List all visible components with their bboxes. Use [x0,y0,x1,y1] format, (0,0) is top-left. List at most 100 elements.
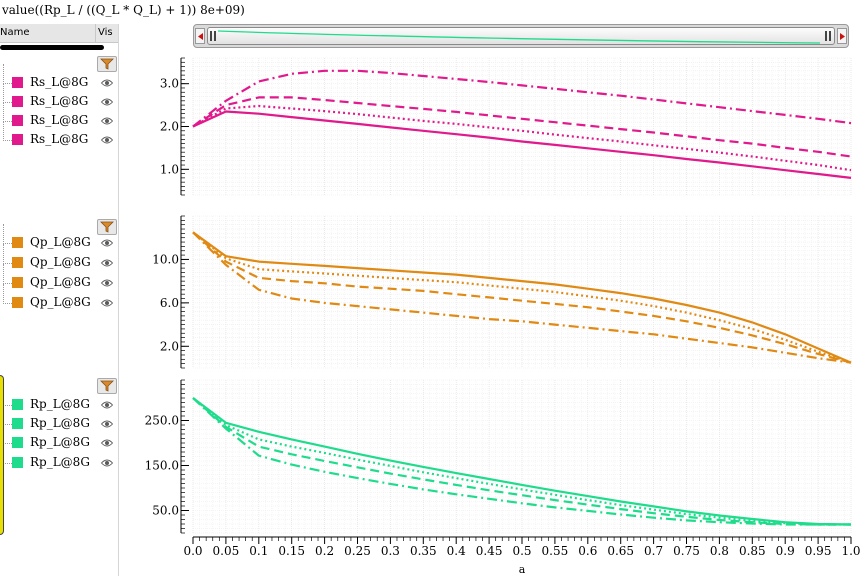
eye-icon[interactable] [100,418,114,432]
y-tick-label: 50.0 [152,504,179,518]
eye-icon[interactable] [100,96,114,110]
x-tick-label: 0.6 [578,544,597,558]
legend-item-label: Qp_L@8G [30,275,91,289]
x-range-scrollbar[interactable] [193,24,849,48]
eye-icon[interactable] [100,457,114,471]
color-swatch [12,297,23,308]
x-tick-label: 0.2 [315,544,334,558]
thumb-grip-left[interactable] [210,31,212,41]
funnel-icon[interactable] [97,56,117,72]
name-column-header[interactable]: Name [0,27,30,38]
eye-icon[interactable] [100,277,114,291]
tree-connector [3,224,12,244]
x-tick-label: 0.1 [249,544,268,558]
arrow-left-icon [198,33,203,40]
x-tick-label: 0.45 [476,544,503,558]
eye-icon[interactable] [100,437,114,451]
scroll-right-button[interactable] [837,28,847,44]
chart-panel: 2.0 6.0 10.0 [152,215,852,369]
eye-icon[interactable] [100,399,114,413]
eye-icon[interactable] [100,297,114,311]
eye-icon[interactable] [100,257,114,271]
x-tick-label: 0.75 [673,544,700,558]
x-tick-label: 0.25 [344,544,371,558]
legend-item[interactable]: Qp_L@8G [0,244,118,272]
series-line[interactable] [192,231,852,364]
legend-header: Name Vis [0,24,118,43]
series-line[interactable] [192,104,852,172]
tree-connector [3,83,12,103]
panel-splitter[interactable] [0,45,104,50]
x-tick-label: 0.0 [183,544,202,558]
funnel-icon[interactable] [97,219,117,235]
series-line[interactable] [192,110,852,179]
legend-item[interactable]: Qp_L@8G [0,284,118,312]
legend-item-label: Rs_L@8G [30,113,89,127]
legend-item-label: Rp_L@8G [30,435,90,449]
legend-item[interactable]: Rs_L@8G [0,121,118,149]
color-swatch [12,418,23,429]
series-line[interactable] [192,231,852,364]
y-tick-label: 150.0 [145,459,179,473]
legend-item-label: Rp_L@8G [30,455,90,469]
series-line[interactable] [192,397,852,526]
color-swatch [12,437,23,448]
eye-icon[interactable] [100,134,114,148]
color-swatch [12,134,23,145]
legend-item[interactable]: Rs_L@8G [0,64,118,92]
series-line[interactable] [192,397,851,526]
tree-connector [3,102,12,122]
funnel-icon[interactable] [97,378,117,394]
legend-item-label: Qp_L@8G [30,295,91,309]
overview-trace [217,30,821,44]
legend-item[interactable]: Rp_L@8G [0,386,118,414]
x-tick-label: 0.9 [776,544,795,558]
legend-item-label: Rs_L@8G [30,132,89,146]
series-line[interactable] [192,96,852,158]
thumb-grip-right[interactable] [829,31,831,41]
legend-item[interactable]: Rp_L@8G [0,424,118,452]
thumb-grip-left[interactable] [214,31,216,41]
legend-item-label: Qp_L@8G [30,255,91,269]
x-tick-label: 0.65 [607,544,634,558]
series-line[interactable] [192,397,851,526]
legend-item-label: Rp_L@8G [30,416,90,430]
legend-item-label: Rs_L@8G [30,94,89,108]
x-tick-label: 0.55 [542,544,569,558]
x-tick-label: 0.15 [278,544,305,558]
x-tick-label: 1.0 [841,544,860,558]
color-swatch [12,457,23,468]
eye-icon[interactable] [100,237,114,251]
y-tick-label: 1.0 [160,162,179,176]
legend-item[interactable]: Rs_L@8G [0,102,118,130]
series-line[interactable] [192,69,852,128]
vis-column-header[interactable]: Vis [95,24,118,42]
scroll-left-button[interactable] [195,28,205,44]
legend-item[interactable]: Qp_L@8G [0,264,118,292]
series-line[interactable] [192,231,852,364]
x-axis: 0.0 0.05 0.1 0.15 0.2 0.25 0.3 0.35 0.4 0.45 0.5 0.… [183,536,861,576]
y-tick-label: 250.0 [145,414,179,428]
color-swatch [12,115,23,126]
thumb-grip-right[interactable] [825,31,827,41]
arrow-right-icon [840,33,845,40]
color-swatch [12,277,23,288]
eye-icon[interactable] [100,115,114,129]
scrollbar-thumb[interactable] [207,27,835,45]
x-tick-label: 0.05 [213,544,240,558]
tree-connector [3,284,12,304]
tree-connector [3,121,12,141]
y-tick-label: 2.0 [160,120,179,134]
color-swatch [12,237,23,248]
legend-item[interactable]: Rp_L@8G [0,444,118,472]
eye-icon[interactable] [100,77,114,91]
legend-item[interactable]: Rs_L@8G [0,83,118,111]
color-swatch [12,77,23,88]
series-line[interactable] [192,231,852,364]
x-tick-label: 0.7 [644,544,663,558]
chart-panel: 1.0 2.0 3.0 [160,57,852,196]
series-line[interactable] [192,397,851,526]
x-axis-label: a [519,563,526,576]
legend-item[interactable]: Qp_L@8G [0,224,118,252]
